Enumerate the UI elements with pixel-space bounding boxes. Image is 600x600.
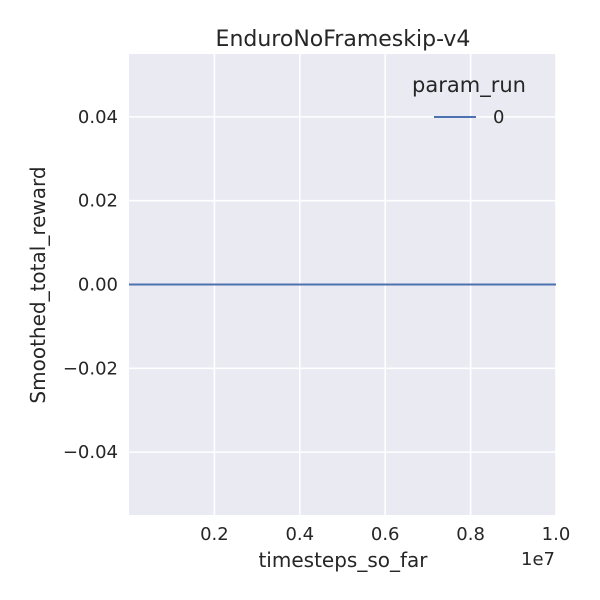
- y-tick-label: −0.04: [63, 442, 118, 463]
- y-axis: 0.04 0.02 0.00 −0.02 −0.04: [63, 107, 118, 463]
- x-axis: 0.2 0.4 0.6 0.8 1.0: [200, 524, 570, 545]
- x-tick-label: 0.2: [200, 524, 229, 545]
- chart-title: EnduroNoFrameskip-v4: [216, 27, 471, 52]
- legend: param_run 0: [412, 73, 526, 128]
- y-axis-label: Smoothed_total_reward: [26, 166, 50, 403]
- x-tick-label: 0.4: [285, 524, 314, 545]
- legend-entry-0: 0: [493, 107, 504, 128]
- x-tick-label: 0.6: [371, 524, 400, 545]
- y-tick-label: −0.02: [63, 358, 118, 379]
- y-tick-label: 0.02: [78, 191, 118, 212]
- y-tick-label: 0.00: [78, 275, 118, 296]
- y-tick-label: 0.04: [78, 107, 118, 128]
- x-tick-label: 0.8: [456, 524, 485, 545]
- legend-title: param_run: [412, 73, 526, 98]
- x-offset-label: 1e7: [521, 549, 555, 570]
- x-axis-label: timesteps_so_far: [258, 548, 428, 572]
- x-tick-label: 1.0: [542, 524, 571, 545]
